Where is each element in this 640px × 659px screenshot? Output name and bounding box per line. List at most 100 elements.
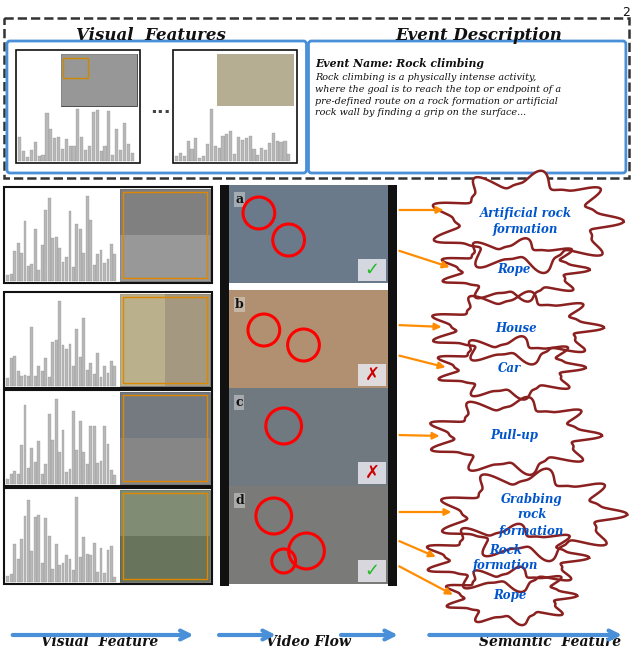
Bar [92, 111, 95, 161]
Bar [37, 515, 40, 582]
Text: ...: ... [150, 99, 171, 117]
Bar [37, 270, 40, 281]
Bar [6, 479, 9, 484]
Text: b: b [235, 298, 244, 311]
Bar [38, 156, 41, 161]
Bar [68, 344, 71, 386]
Bar [54, 544, 58, 582]
Bar [210, 109, 213, 161]
Bar [72, 267, 75, 281]
Bar [120, 294, 211, 386]
Bar [229, 290, 308, 388]
Bar [68, 146, 72, 161]
Bar [276, 141, 279, 161]
Bar [252, 148, 255, 161]
Bar [202, 156, 205, 161]
Bar [61, 54, 137, 106]
Bar [89, 555, 92, 582]
Bar [120, 392, 211, 484]
Bar [103, 263, 106, 281]
Bar [10, 474, 13, 484]
Bar [61, 430, 65, 484]
Bar [6, 576, 9, 582]
Bar [76, 450, 78, 484]
Bar [88, 146, 91, 161]
Bar [96, 254, 99, 281]
Bar [76, 329, 78, 386]
Bar [54, 399, 58, 484]
Bar [256, 155, 259, 161]
Bar [17, 474, 19, 484]
Bar [76, 224, 78, 281]
Bar [51, 569, 54, 582]
Bar [58, 452, 61, 484]
Bar [51, 238, 54, 281]
Bar [72, 571, 75, 582]
Bar [89, 426, 92, 484]
Bar [68, 469, 71, 484]
Bar [96, 463, 99, 484]
Bar [80, 137, 83, 161]
Bar [65, 555, 68, 582]
Bar [131, 153, 134, 161]
Bar [100, 461, 102, 484]
Bar [61, 149, 64, 161]
Bar [57, 136, 60, 161]
Bar [229, 388, 388, 486]
Bar [83, 452, 85, 484]
Bar [30, 150, 33, 161]
Bar [44, 358, 47, 386]
Text: ✗: ✗ [364, 366, 380, 384]
Bar [358, 364, 386, 386]
Bar [41, 372, 44, 386]
Bar [358, 259, 386, 281]
Text: Car: Car [498, 362, 522, 374]
Bar [31, 447, 33, 484]
Text: Rope: Rope [493, 590, 527, 602]
Bar [79, 357, 82, 386]
Bar [100, 548, 102, 582]
Bar [65, 139, 68, 161]
Bar [358, 462, 386, 484]
Bar [31, 264, 33, 281]
Bar [120, 235, 211, 281]
Bar [10, 358, 13, 386]
Bar [93, 265, 95, 281]
Text: Event Name: Rock climbing: Event Name: Rock climbing [316, 58, 484, 69]
Bar [229, 131, 232, 161]
Bar [65, 349, 68, 386]
Bar [26, 157, 29, 161]
Text: Event Description: Event Description [396, 26, 563, 43]
Bar [49, 129, 52, 161]
Bar [65, 473, 68, 484]
Bar [106, 550, 109, 582]
Text: ✓: ✓ [364, 562, 380, 580]
Bar [244, 138, 248, 161]
Text: 2: 2 [622, 5, 630, 18]
Bar [120, 490, 211, 582]
Bar [113, 254, 116, 281]
Bar [123, 123, 126, 161]
Bar [6, 275, 9, 281]
Bar [120, 490, 211, 536]
Bar [195, 138, 198, 161]
Bar [37, 366, 40, 386]
Text: Grabbing
rock
formation: Grabbing rock formation [499, 492, 564, 538]
Bar [191, 150, 194, 161]
Bar [4, 390, 212, 486]
Bar [13, 471, 16, 484]
Bar [103, 366, 106, 386]
Bar [214, 146, 217, 161]
Bar [229, 486, 308, 584]
Bar [34, 142, 37, 161]
Bar [220, 185, 229, 586]
Bar [123, 493, 207, 579]
Bar [229, 283, 388, 290]
Bar [31, 327, 33, 386]
Bar [113, 474, 116, 484]
Polygon shape [430, 397, 602, 475]
Bar [54, 340, 58, 386]
Bar [72, 146, 76, 161]
Bar [53, 138, 56, 161]
Bar [287, 154, 291, 161]
